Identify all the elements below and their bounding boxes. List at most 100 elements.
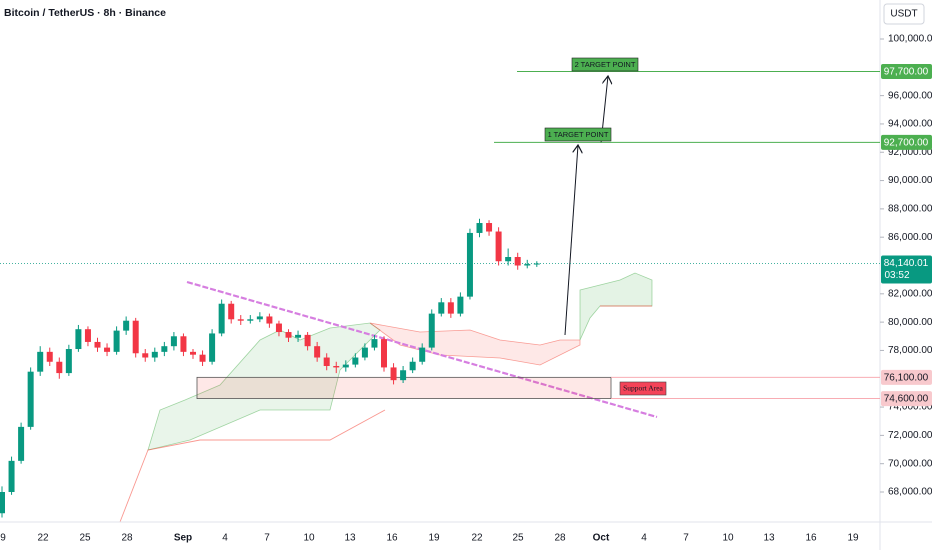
candle-body [37,351,44,372]
candle-body [266,316,273,324]
candle-body [486,223,493,232]
y-tick-label: 86,000.00 [888,232,932,243]
y-tick-label: 78,000.00 [888,345,932,356]
cloud-red [369,322,581,366]
price-tag-label: 76,100.00 [884,372,929,383]
support-tag [619,381,667,396]
candle-body [170,336,177,347]
x-tick-label: 7 [264,533,270,544]
candle-body [304,334,311,347]
candle-body [352,357,359,365]
candle-body [505,257,512,262]
countdown: 03:52 [884,270,909,281]
candle-body [8,460,15,492]
candle-body [151,351,158,358]
x-tick-label: 19 [428,533,440,544]
candle-body [419,347,426,362]
x-tick-label: 28 [554,533,566,544]
x-tick-label: 16 [386,533,398,544]
price-tag-label: 97,700.00 [884,67,929,78]
current-price-tag [881,255,932,284]
candle-body [75,329,82,350]
y-tick-label: 96,000.00 [888,90,932,101]
candle-body [104,347,111,352]
target-name: 1 TARGET POINT [548,130,609,139]
candle-body [428,313,435,348]
price-tag-label: 92,700.00 [884,137,929,148]
y-tick-label: 82,000.00 [888,288,932,299]
x-tick-label: 19 [847,533,859,544]
candle-body [247,319,254,321]
candle-body [65,349,72,374]
x-tick-label: 25 [512,533,524,544]
x-tick-label: 9 [0,533,6,544]
price-tag [881,64,932,80]
candle-body [333,366,340,368]
candle-body [438,302,445,314]
x-tick-label: 25 [79,533,91,544]
candle-body [56,361,63,374]
candle-body [457,296,464,314]
x-tick-label: 16 [805,533,817,544]
arrow [564,145,578,336]
current-price-label: 84,140.01 [884,258,929,269]
cloud-future [579,272,653,341]
candle-body [228,303,235,320]
x-tick-label: 28 [121,533,133,544]
y-tick-label: 72,000.00 [888,430,932,441]
x-tick-label: 22 [471,533,483,544]
candle-body [381,339,387,368]
candle-body [123,320,130,331]
target-name: 2 TARGET POINT [575,60,636,69]
candle-body [476,223,483,233]
candle-body [514,257,521,266]
candle-body [390,367,397,381]
price-tag-label: 74,600.00 [884,394,929,405]
candle-body [323,357,330,367]
x-tick-label: 22 [37,533,49,544]
candle-body [237,319,244,321]
x-tick-label: 10 [722,533,734,544]
currency-box[interactable] [883,3,925,25]
y-tick-label: 80,000.00 [888,317,932,328]
x-tick-label: 4 [641,533,647,544]
y-tick-label: 92,000.00 [888,147,932,158]
y-tick-label: 100,000.00 [888,34,932,45]
candle-body [533,263,540,265]
cloud-line [119,305,652,523]
y-tick-label: 68,000.00 [888,487,932,498]
y-tick-label: 94,000.00 [888,119,932,130]
x-tick-label: 13 [763,533,775,544]
candle-body [275,323,282,333]
candle-body [46,351,53,362]
candle-body [180,336,187,352]
candle-body [524,264,531,266]
candle-body [295,334,302,338]
x-tick-label: 13 [344,533,356,544]
candle-body [314,346,321,358]
candle-body [218,303,225,334]
candle-body [447,302,454,314]
y-tick-label: 88,000.00 [888,204,932,215]
candle-body [209,333,216,362]
support-name: Support Area [623,384,663,393]
candle-body [18,426,25,461]
candle-body [27,371,34,427]
support-area [196,376,612,399]
x-tick-label: Oct [593,533,610,544]
candle-body [495,231,502,262]
candle-body [400,370,407,381]
candle-body [342,364,349,368]
currency[interactable]: USDT [890,9,917,20]
price-tag [881,134,932,150]
price-tag [881,369,932,385]
candle-body [84,329,91,342]
price-tag [881,391,932,407]
x-tick-label: 7 [683,533,689,544]
candle-body [199,354,206,362]
y-tick-label: 90,000.00 [888,175,932,186]
candle-body [113,330,120,352]
candle-body [142,353,149,358]
x-tick-label: Sep [174,533,192,544]
